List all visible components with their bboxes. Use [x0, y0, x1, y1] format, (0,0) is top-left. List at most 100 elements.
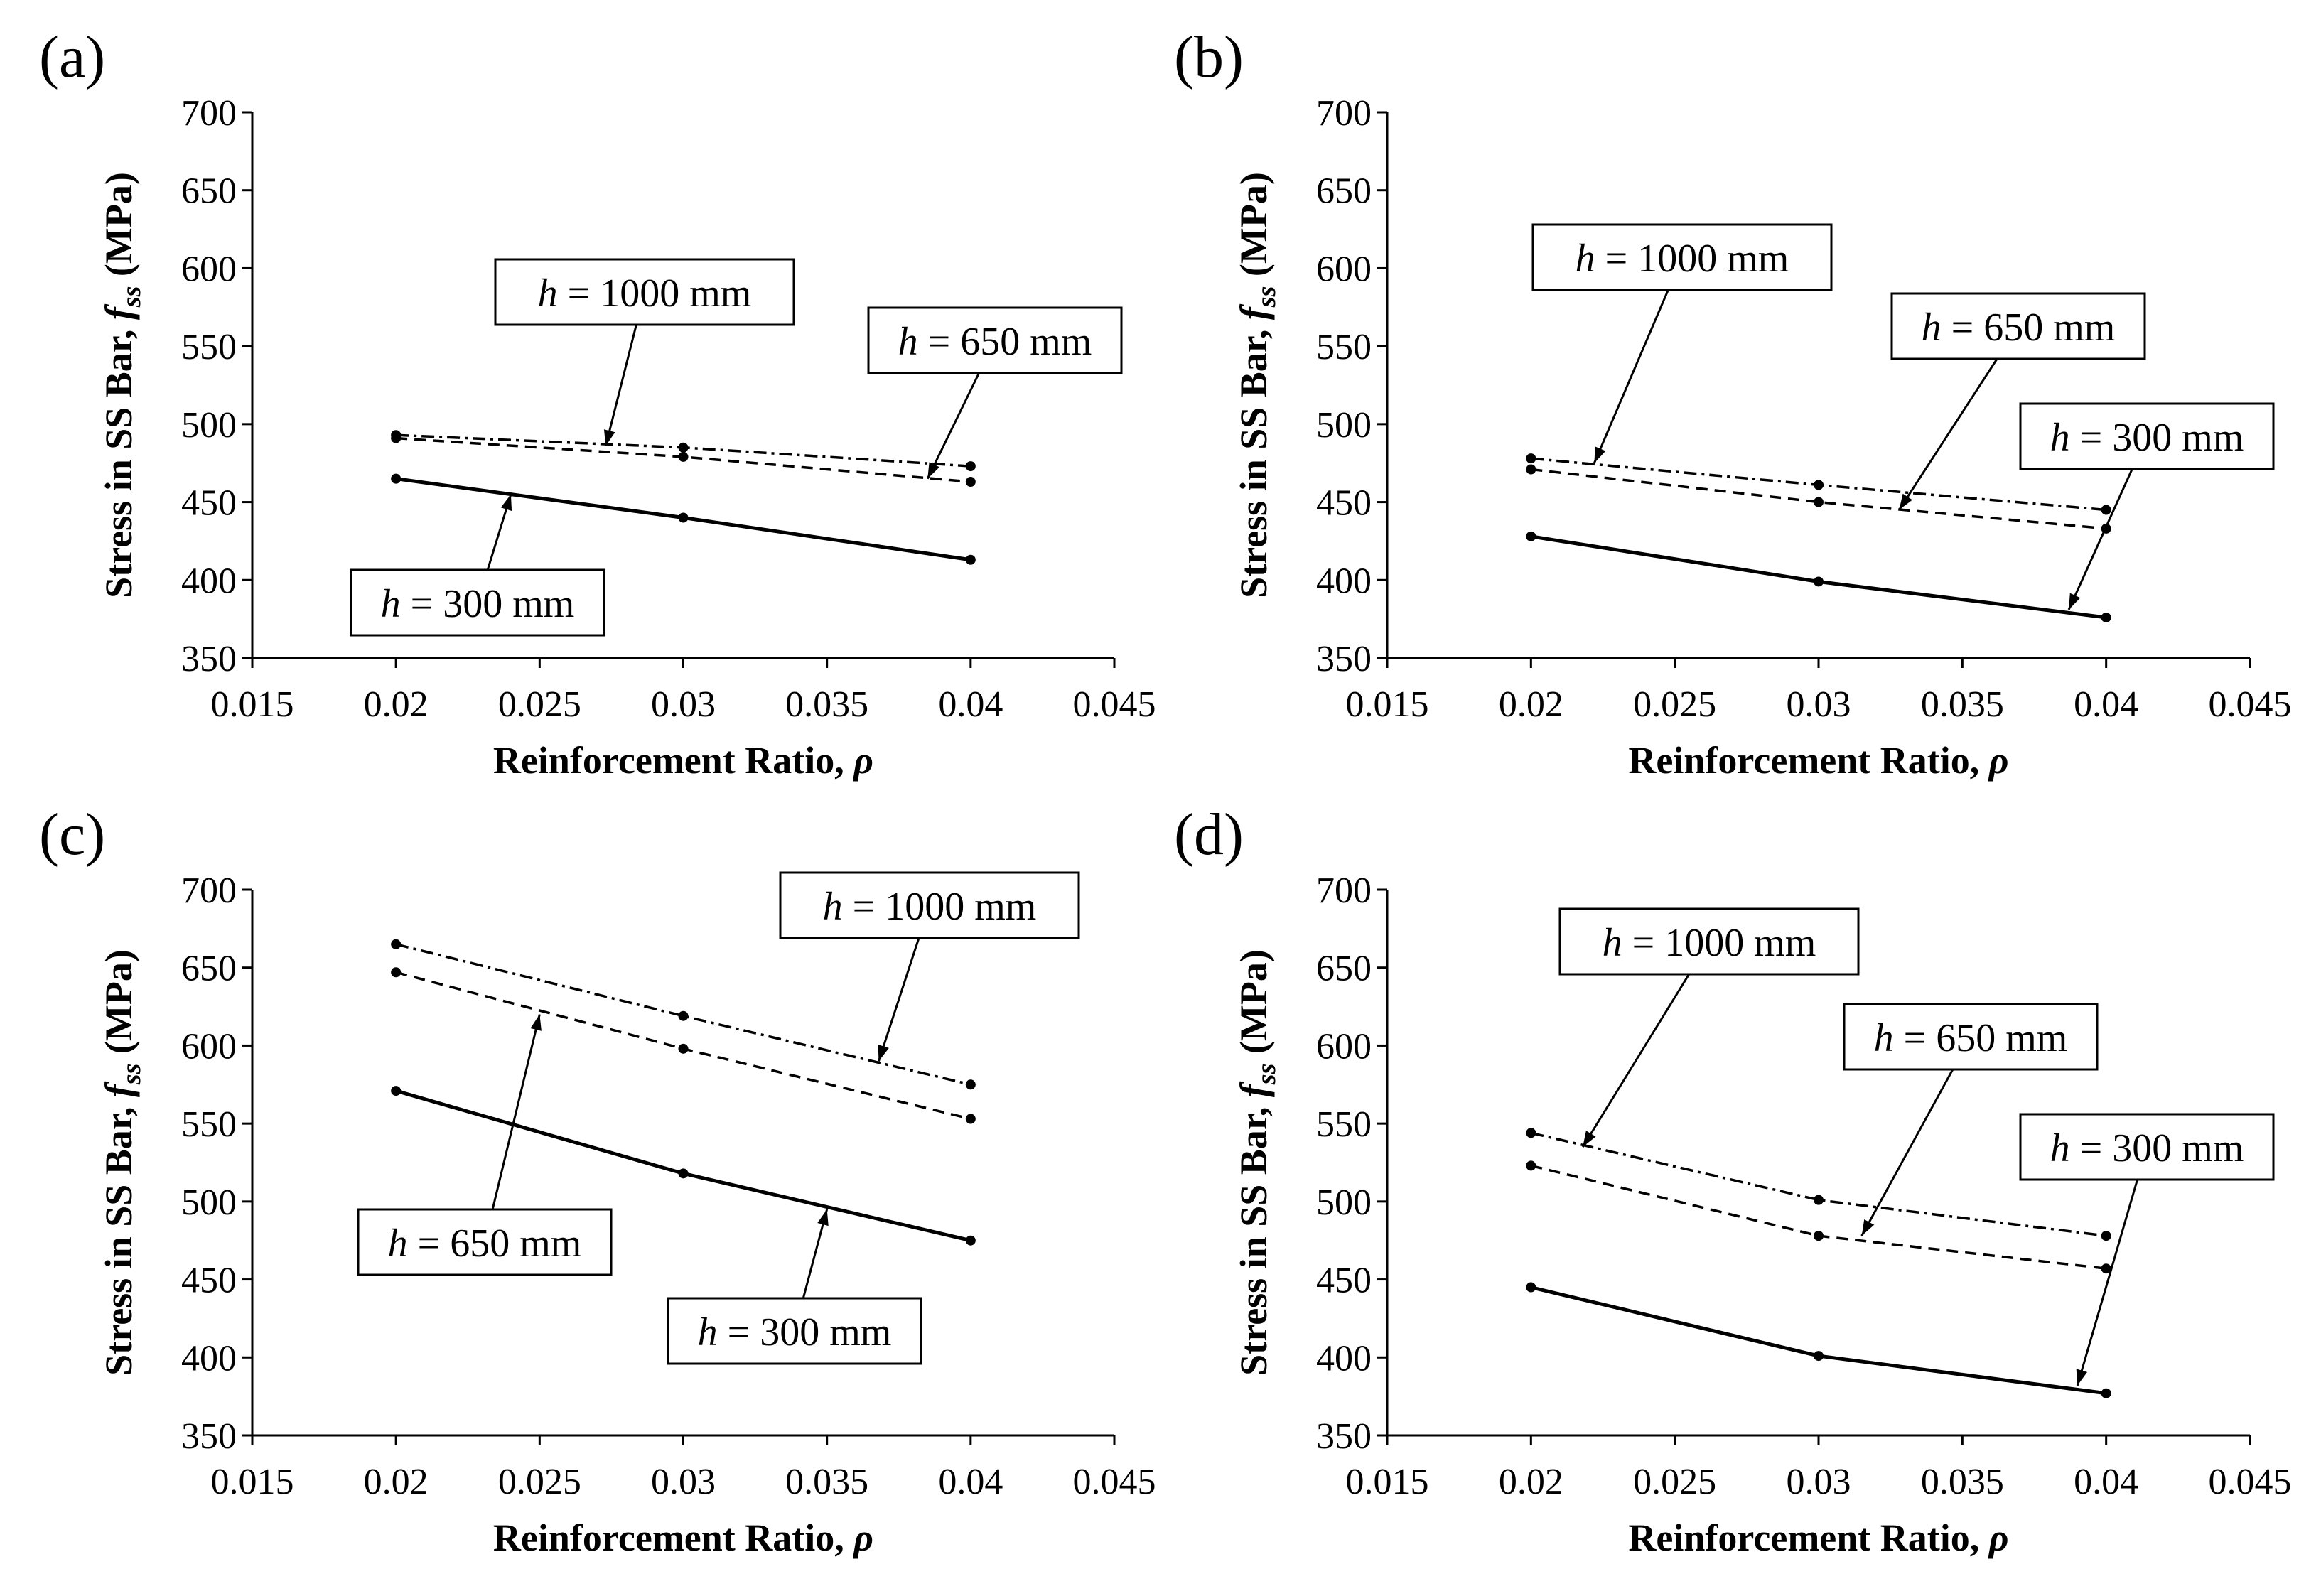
x-tick-label: 0.035 — [785, 684, 868, 725]
y-tick-label: 500 — [1316, 1182, 1372, 1223]
callout-label: h = 650 mm — [1922, 306, 2116, 350]
y-tick-label: 700 — [1316, 870, 1372, 911]
x-tick-label: 0.015 — [1346, 684, 1429, 725]
callout-label: h = 650 mm — [388, 1222, 582, 1266]
x-tick-label: 0.015 — [1346, 1462, 1429, 1502]
y-tick-label: 550 — [1316, 327, 1372, 367]
callout-label-var: h — [381, 582, 401, 626]
callout-box — [1890, 292, 2146, 360]
x-axis-title-text: Reinforcement Ratio, — [493, 1516, 844, 1559]
callout-arrowhead — [1899, 493, 1912, 510]
callout-label-var: h — [823, 885, 843, 929]
y-axis-title-unit: (MPa) — [97, 172, 140, 286]
callout-arrowhead — [1594, 446, 1606, 463]
y-tick-label: 550 — [181, 327, 237, 367]
callout-box — [867, 306, 1123, 374]
callout-label-var: h — [1603, 921, 1622, 965]
y-tick-label: 400 — [181, 1338, 237, 1379]
data-point — [391, 1086, 402, 1096]
callout: h = 650 mm — [1843, 1003, 2099, 1236]
callout-label-text: = 650 mm — [1942, 306, 2116, 350]
y-tick-label: 400 — [181, 561, 237, 601]
y-tick-label: 600 — [181, 1026, 237, 1067]
callout: h = 650 mm — [867, 306, 1123, 480]
y-tick-label: 700 — [1316, 93, 1372, 134]
data-point — [1526, 1160, 1536, 1171]
y-tick-label: 650 — [1316, 171, 1372, 212]
callout-box — [1558, 907, 1860, 976]
data-point — [2101, 505, 2111, 515]
callout: h = 1000 mm — [1531, 223, 1833, 464]
y-axis-title-var: f — [1232, 1081, 1275, 1097]
data-point — [1814, 1231, 1824, 1241]
callout-label-text: = 650 mm — [1894, 1016, 2068, 1060]
y-tick-label: 450 — [181, 483, 237, 524]
data-point — [965, 1235, 976, 1246]
x-axis-title-text: Reinforcement Ratio, — [493, 739, 844, 782]
series-line-dashdot — [1530, 1131, 2106, 1237]
callout-label-text: = 300 mm — [2070, 416, 2244, 460]
series-line-solid — [1530, 1285, 2106, 1396]
callout-box — [2019, 402, 2275, 470]
data-point — [678, 1168, 689, 1179]
y-tick-label: 350 — [181, 1416, 237, 1457]
callout: h = 1000 mm — [779, 871, 1080, 1062]
callout-arrowhead — [878, 1044, 889, 1062]
callout-label-var: h — [2050, 1126, 2070, 1170]
y-axis-title: Stress in SS Bar, fss (MPa) — [97, 949, 146, 1376]
callout: h = 300 mm — [2019, 402, 2275, 610]
callout-label-text: = 1000 mm — [558, 271, 752, 316]
callout-box — [779, 871, 1080, 939]
x-axis-title-text: Reinforcement Ratio, — [1628, 1516, 1979, 1559]
callout-label: h = 300 mm — [2050, 416, 2244, 460]
y-tick-label: 700 — [181, 93, 237, 134]
data-point — [391, 967, 402, 978]
callout-label-text: = 300 mm — [2070, 1126, 2244, 1170]
callout-arrow — [491, 1014, 541, 1210]
x-tick-label: 0.03 — [651, 1462, 716, 1502]
x-tick-label: 0.045 — [1073, 1462, 1156, 1502]
x-axis-title-symbol: ρ — [844, 1516, 873, 1559]
callout-arrow — [878, 937, 920, 1062]
callout: h = 650 mm — [1890, 292, 2146, 511]
data-point — [2101, 612, 2111, 622]
x-tick-label: 0.02 — [364, 1462, 429, 1502]
x-axis-title-symbol: ρ — [1979, 1516, 2008, 1559]
y-tick-label: 550 — [1316, 1104, 1372, 1145]
x-tick-label: 0.04 — [938, 1462, 1003, 1502]
y-axis-title-sub: ss — [1251, 1064, 1281, 1086]
callout-label-text: = 300 mm — [401, 582, 575, 626]
data-point — [1814, 480, 1824, 490]
x-tick-label: 0.025 — [498, 1462, 581, 1502]
callout-arrow — [1581, 974, 1690, 1148]
data-point — [678, 512, 689, 523]
series-line-dashed — [1530, 1164, 2106, 1270]
panel-label: (a) — [39, 24, 105, 90]
y-tick-label: 500 — [181, 405, 237, 446]
data-point — [678, 1010, 689, 1021]
chart-panel-c: (c) 350 400 450 500 550 600 650 700 0.015 0.02 0.02… — [39, 802, 1156, 1559]
callout: h = 300 mm — [667, 1209, 922, 1365]
x-tick-label: 0.03 — [1787, 1462, 1851, 1502]
y-axis-title: Stress in SS Bar, fss (MPa) — [1232, 172, 1281, 598]
y-tick-label: 600 — [1316, 1026, 1372, 1067]
callout-label: h = 650 mm — [1874, 1016, 2068, 1060]
callout-arrowhead — [817, 1209, 829, 1226]
data-point — [2101, 1263, 2111, 1274]
callout-label-var: h — [1874, 1016, 1894, 1060]
callout: h = 1000 mm — [1558, 907, 1860, 1148]
callout-arrow — [1898, 358, 1998, 511]
x-tick-label: 0.04 — [938, 684, 1003, 725]
callout-label: h = 300 mm — [2050, 1126, 2244, 1170]
y-tick-label: 500 — [181, 1182, 237, 1223]
callout: h = 650 mm — [357, 1014, 613, 1276]
x-axis-title-text: Reinforcement Ratio, — [1628, 739, 1979, 782]
x-tick-label: 0.04 — [2074, 684, 2138, 725]
callout-label-var: h — [698, 1310, 718, 1354]
data-point — [678, 442, 689, 453]
x-tick-label: 0.025 — [1633, 684, 1716, 725]
y-tick-label: 400 — [1316, 561, 1372, 601]
data-point — [1526, 453, 1536, 464]
y-axis-title-sub: ss — [117, 286, 146, 308]
x-tick-label: 0.035 — [1921, 1462, 2004, 1502]
